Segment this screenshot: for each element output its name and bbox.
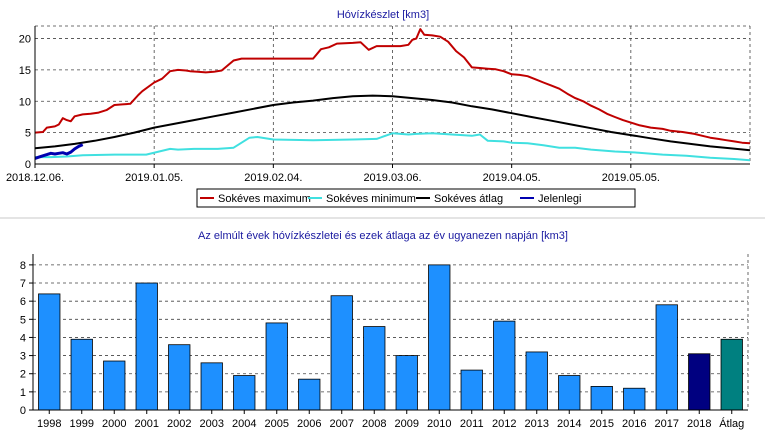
bar-2005 [265,322,288,411]
x-tick-label: 2007 [330,418,354,430]
bar-2007 [330,295,353,411]
y-tick-label: 2 [20,369,26,381]
bar-2003 [200,362,223,411]
x-tick-label: 2008 [362,418,386,430]
y-tick-label: 8 [20,260,26,272]
x-tick-label: 2011 [460,418,484,430]
x-tick-label: 2018 [687,418,711,430]
bar-Átlag [720,338,743,411]
line-chart-title: Hóvízkészlet [km3] [337,9,429,21]
y-tick-label: 5 [25,128,31,140]
bar-2015 [590,386,613,411]
y-tick-label: 0 [20,405,26,417]
bar-2011 [460,369,483,411]
legend-label: Jelenlegi [538,193,581,205]
bar-2012 [493,320,516,411]
y-tick-label: 3 [20,351,26,363]
legend-label: Sokéves maximum [218,193,311,205]
x-tick-label: 2003 [200,418,224,430]
line-chart: Hóvízkészlet [km3] 0 5 10 15 20 2018.12.06. 20… [6,9,751,208]
x-tick-label: 2005 [265,418,289,430]
x-tick-label: 2015 [590,418,614,430]
bar-2000 [103,360,126,411]
bar-1999 [70,338,93,411]
y-tick-label: 1 [20,387,26,399]
bar-chart-ticks: 0 1 2 3 4 5 6 7 8 1998 1999 2000 2001 2002 2003 2004 200… [20,260,744,430]
bar-2004 [233,375,256,411]
x-tick-label: 2019.02.04. [244,172,302,184]
x-tick-label: 2019.05.05. [602,172,660,184]
y-tick-label: 15 [19,65,31,77]
series-line-0 [34,28,751,145]
x-tick-label: 2013 [525,418,549,430]
line-chart-ticks: 0 5 10 15 20 2018.12.06. 2019.01.05. 2019.02.04… [6,34,660,184]
x-tick-label: 2004 [232,418,256,430]
bar-2018 [688,353,711,411]
x-tick-label: 2018.12.06. [6,172,64,184]
series-line-1 [35,132,751,162]
x-tick-label: 2019.04.05. [483,172,541,184]
x-tick-label: 2002 [167,418,191,430]
y-tick-label: 10 [19,96,31,108]
line-chart-legend: Sokéves maximum Sokéves minimum Sokéves át… [196,188,636,208]
bar-chart: Az elmúlt évek hóvízkészletei és ezek át… [20,230,749,430]
x-tick-label: 2017 [655,418,679,430]
x-tick-label: 2014 [557,418,581,430]
y-tick-label: 0 [25,159,31,171]
x-tick-label: 2016 [622,418,646,430]
y-tick-label: 4 [20,332,26,344]
x-tick-label: 2012 [492,418,516,430]
bar-2009 [395,355,418,411]
bar-chart-bars [38,264,743,411]
bar-2017 [655,304,678,411]
series-line-3 [34,143,84,160]
bar-2002 [168,344,191,411]
legend-label: Sokéves minimum [326,193,416,205]
bar-2008 [363,326,386,411]
bar-2014 [558,375,581,411]
line-chart-series [34,28,751,162]
y-tick-label: 7 [20,278,26,290]
bar-2001 [135,282,158,411]
x-tick-label: 2010 [427,418,451,430]
bar-2010 [428,264,451,411]
line-chart-grid [35,25,751,164]
legend-label: Sokéves átlag [434,193,503,205]
bar-2006 [298,378,321,411]
x-tick-label: 1999 [70,418,94,430]
x-tick-label: 2009 [395,418,419,430]
x-tick-label: 2019.03.06. [363,172,421,184]
x-tick-label: 2001 [135,418,159,430]
bar-2013 [525,351,548,411]
y-tick-label: 6 [20,296,26,308]
x-tick-label: Átlag [719,417,744,430]
bar-1998 [38,293,61,411]
x-tick-label: 2019.01.05. [125,172,183,184]
x-tick-label: 1998 [37,418,61,430]
series-line-2 [34,94,751,152]
x-tick-label: 2000 [102,418,126,430]
x-tick-label: 2006 [297,418,321,430]
bar-chart-title: Az elmúlt évek hóvízkészletei és ezek át… [198,230,568,242]
y-tick-label: 5 [20,314,26,326]
bar-2016 [623,387,646,411]
y-tick-label: 20 [19,34,31,46]
